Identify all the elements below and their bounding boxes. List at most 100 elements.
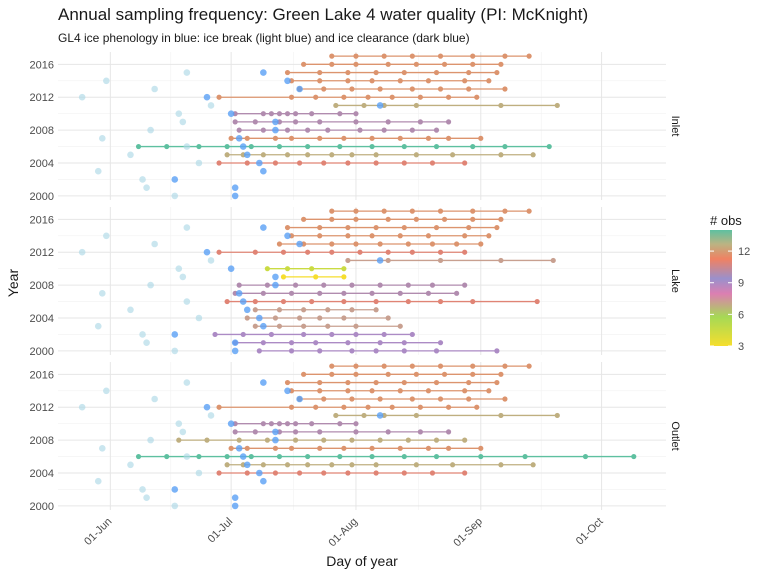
y-tick-label: 2016: [30, 59, 54, 71]
sample-point: [401, 453, 407, 460]
sample-point: [284, 152, 291, 158]
sample-point: [498, 216, 504, 222]
sample-point: [437, 340, 444, 346]
sample-point: [329, 208, 335, 214]
sample-point: [272, 445, 279, 451]
sample-point: [313, 340, 319, 346]
sample-point: [280, 298, 287, 305]
ice-break-point: [183, 224, 191, 231]
sample-point: [373, 379, 379, 386]
sample-point: [212, 331, 218, 338]
ice-clear-point: [284, 232, 291, 240]
ice-clear-point: [231, 339, 239, 346]
y-tick-label: 2012: [30, 92, 54, 104]
sample-point: [449, 462, 456, 468]
ice-clear-point: [272, 281, 279, 289]
ice-clear-point: [243, 151, 251, 159]
sample-point: [425, 388, 432, 394]
sample-point: [405, 282, 411, 288]
sample-point: [341, 404, 347, 410]
sample-point: [353, 241, 359, 247]
sample-point: [470, 363, 476, 369]
sample-point: [381, 363, 387, 369]
sample-point: [329, 371, 335, 377]
sample-point: [272, 470, 279, 476]
sample-point: [321, 282, 327, 288]
sample-point: [413, 462, 419, 468]
sample-point: [236, 437, 242, 443]
sample-point: [216, 249, 222, 255]
sample-point: [425, 445, 432, 451]
sample-point: [425, 78, 432, 84]
ice-clear-point: [239, 298, 247, 305]
sample-point: [462, 282, 468, 288]
sample-point: [449, 152, 456, 158]
ice-break-point: [78, 403, 86, 411]
ice-clear-point: [260, 224, 267, 231]
sample-point: [397, 388, 403, 394]
sample-point: [252, 429, 258, 435]
sample-point: [377, 282, 383, 288]
sample-point: [498, 371, 504, 377]
ice-clear-point: [231, 192, 239, 200]
sample-point: [256, 348, 262, 354]
sample-point: [317, 290, 323, 296]
sample-point: [353, 53, 359, 59]
ice-clear-point: [171, 486, 179, 493]
sample-point: [369, 453, 375, 460]
sample-point: [321, 437, 327, 443]
sample-point: [437, 396, 444, 402]
sample-point: [437, 298, 444, 305]
sample-point: [345, 340, 351, 346]
sample-point: [329, 331, 335, 338]
ice-break-point: [98, 290, 106, 297]
sample-point: [470, 216, 476, 222]
x-tick-label: 01-Sep: [451, 516, 485, 550]
sample-point: [429, 160, 436, 166]
sample-point: [317, 224, 323, 231]
sample-point: [288, 348, 295, 354]
sample-point: [248, 143, 254, 150]
ice-clear-point: [227, 110, 235, 117]
sample-point: [224, 298, 230, 305]
ice-clear-point: [272, 118, 279, 126]
sample-point: [317, 379, 323, 386]
sample-point: [244, 470, 250, 476]
sample-point: [333, 412, 339, 419]
ice-break-point: [207, 257, 215, 264]
sample-point: [373, 160, 379, 166]
sample-point: [389, 404, 395, 410]
sample-point: [260, 111, 266, 117]
sample-point: [280, 274, 287, 280]
sample-point: [264, 266, 270, 272]
sample-point: [373, 298, 379, 305]
sample-point: [317, 119, 323, 125]
ice-break-point: [127, 151, 134, 159]
sample-point: [494, 224, 500, 231]
sample-point: [228, 445, 234, 451]
sample-point: [433, 348, 440, 354]
sample-point: [377, 241, 383, 247]
sample-point: [240, 331, 246, 338]
sample-point: [349, 282, 355, 288]
sample-point: [462, 160, 468, 166]
sample-point: [268, 331, 275, 338]
ice-clear-point: [284, 77, 291, 85]
sample-point: [530, 462, 536, 468]
sample-point: [373, 152, 379, 158]
ice-clear-point: [243, 461, 251, 469]
sample-point: [276, 307, 283, 313]
sample-point: [369, 388, 375, 394]
sample-point: [329, 363, 335, 369]
sample-point: [361, 102, 367, 109]
sample-point: [462, 470, 468, 476]
sample-point: [401, 470, 407, 476]
sample-point: [329, 152, 335, 158]
sample-point: [526, 53, 532, 59]
sample-point: [429, 282, 436, 288]
ice-clear-point: [296, 395, 303, 403]
sample-point: [498, 462, 504, 468]
ice-break-point: [179, 273, 187, 281]
sample-point: [260, 462, 266, 468]
sample-point: [276, 323, 283, 329]
